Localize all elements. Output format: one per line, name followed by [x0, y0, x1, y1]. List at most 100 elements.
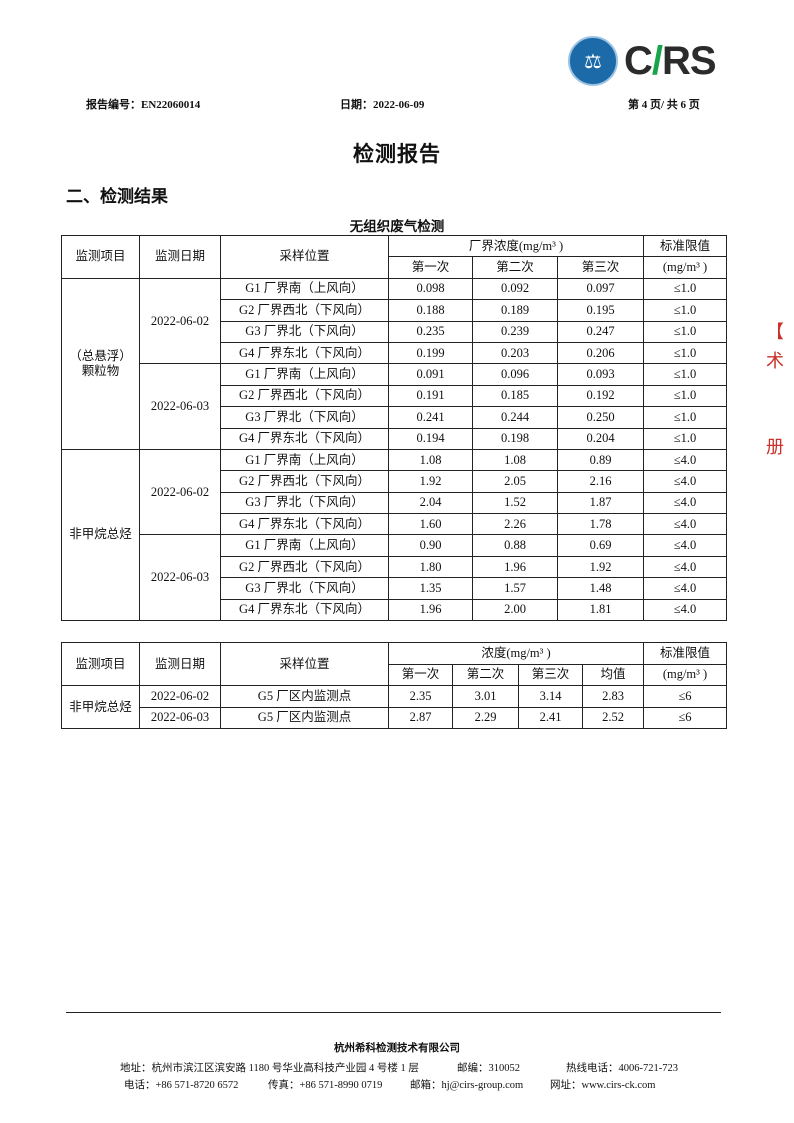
page-title: 检测报告	[353, 142, 441, 166]
value-cell: 1.80	[388, 555, 473, 579]
value-cell: 2.52	[582, 706, 644, 729]
value-cell: 0.093	[556, 363, 645, 386]
footer-phone: 电话：+86 571-8720 6572	[124, 1080, 239, 1091]
value-cell: 2.05	[472, 470, 558, 493]
value-cell: 0.88	[472, 534, 558, 557]
value-cell: 0.189	[472, 299, 558, 322]
value-cell: 0.195	[556, 299, 645, 322]
location-cell: G3 厂界北（下风向）	[220, 406, 389, 429]
header-run: 均值	[582, 663, 644, 686]
value-cell: 0.198	[472, 427, 558, 450]
item-cell: （总悬浮）颗粒物	[61, 277, 140, 450]
location-cell: G3 厂界北（下风向）	[220, 491, 389, 515]
report-number: 报告编号：EN22060014	[86, 99, 201, 111]
location-cell: G5 厂区内监测点	[220, 685, 389, 708]
table-row: 2022-06-03 G5 厂区内监测点 2.87 2.29 2.41 2.52 ≤6	[62, 706, 727, 729]
limit-cell: ≤4.0	[643, 448, 728, 472]
location-cell: G2 厂界西北（下风向）	[220, 470, 389, 493]
header-concentration: 厂界浓度(mg/m³ )	[387, 234, 645, 258]
header-date: 监测日期	[139, 642, 221, 686]
header-row: 监测项目 监测日期 采样位置 厂界浓度(mg/m³ ) 标准限值	[61, 234, 728, 279]
logo-wordmark: C/RS	[624, 38, 717, 83]
value-cell: 2.83	[582, 685, 644, 708]
location-cell: G1 厂界南（上风向）	[220, 277, 389, 301]
footer-email: 邮箱：hj@cirs-group.com	[410, 1080, 524, 1091]
limit-cell: ≤1.0	[643, 427, 728, 450]
limit-cell: ≤4.0	[643, 491, 728, 515]
header-limit: 标准限值	[643, 642, 727, 665]
date-cell: 2022-06-02	[139, 448, 221, 536]
limit-cell: ≤1.0	[643, 277, 728, 301]
footer-website: 网址：www.cirs-ck.com	[550, 1080, 656, 1091]
value-cell: 0.188	[388, 299, 473, 322]
table-row: 2022-06-03 G1 厂界南（上风向） 0.091 0.096 0.093 ≤1.0	[62, 363, 728, 450]
limit-cell: ≤6	[643, 685, 727, 708]
value-cell: 1.08	[472, 448, 558, 472]
limit-cell: ≤1.0	[643, 384, 728, 408]
value-cell: 1.96	[472, 555, 558, 579]
location-cell: G2 厂界西北（下风向）	[220, 299, 389, 322]
header-limit: 标准限值	[643, 234, 728, 258]
table-row: 非甲烷总烃 2022-06-02 G5 厂区内监测点 2.35 3.01 3.14 2.83…	[61, 685, 727, 729]
value-cell: 0.247	[556, 320, 645, 343]
section-heading: 二、检测结果	[66, 187, 168, 206]
table-row: （总悬浮）颗粒物 2022-06-02 G1 厂界南（上风向） 0.098 0.092 0…	[61, 277, 728, 450]
value-cell: 1.78	[556, 513, 645, 536]
location-cell: G4 厂界东北（下风向）	[220, 598, 389, 622]
limit-cell: ≤4.0	[643, 470, 728, 493]
value-cell: 0.69	[556, 534, 645, 557]
value-cell: 1.60	[388, 513, 473, 536]
limit-cell: ≤4.0	[643, 577, 728, 600]
item-cell: 非甲烷总烃	[61, 448, 140, 622]
table-row: G4 厂界东北（下风向） 0.199 0.203 0.206 ≤1.0	[62, 341, 728, 365]
limit-cell: ≤4.0	[643, 513, 728, 536]
header-run: 第一次	[388, 663, 453, 686]
value-cell: 2.16	[556, 470, 645, 493]
fugitive-gas-table: 监测项目 监测日期 采样位置 厂界浓度(mg/m³ ) 标准限值 第一次 第二次 第三次 (mg…	[61, 234, 728, 622]
value-cell: 0.203	[472, 341, 558, 365]
value-cell: 1.08	[388, 448, 473, 472]
table-caption: 无组织废气检测	[349, 219, 445, 234]
limit-cell: ≤1.0	[643, 406, 728, 429]
value-cell: 0.89	[556, 448, 645, 472]
header-run: 第二次	[452, 663, 519, 686]
report-date: 日期：2022-06-09	[340, 99, 425, 111]
value-cell: 0.206	[556, 341, 645, 365]
value-cell: 0.185	[472, 384, 558, 408]
value-cell: 0.235	[388, 320, 473, 343]
value-cell: 1.96	[388, 598, 473, 622]
value-cell: 1.87	[556, 491, 645, 515]
date-cell: 2022-06-03	[139, 706, 221, 729]
location-cell: G4 厂界东北（下风向）	[220, 513, 389, 536]
cirs-logo: ⚖ C/RS	[568, 36, 717, 86]
value-cell: 0.091	[388, 363, 473, 386]
footer-postcode: 邮编：310052	[457, 1063, 520, 1074]
header-run: 第二次	[472, 256, 558, 279]
limit-cell: ≤1.0	[643, 341, 728, 365]
location-cell: G3 厂界北（下风向）	[220, 577, 389, 600]
value-cell: 0.244	[472, 406, 558, 429]
value-cell: 0.250	[556, 406, 645, 429]
location-cell: G2 厂界西北（下风向）	[220, 555, 389, 579]
value-cell: 0.194	[388, 427, 473, 450]
header-run: 第三次	[518, 663, 583, 686]
red-stamp-fragment: 【术册	[766, 322, 784, 458]
limit-cell: ≤4.0	[643, 555, 728, 579]
value-cell: 2.26	[472, 513, 558, 536]
location-cell: G2 厂界西北（下风向）	[220, 384, 389, 408]
value-cell: 1.92	[556, 555, 645, 579]
value-cell: 2.04	[388, 491, 473, 515]
date-cell: 2022-06-03	[139, 363, 221, 450]
location-cell: G4 厂界东北（下风向）	[220, 341, 389, 365]
value-cell: 0.092	[472, 277, 558, 301]
date-cell: 2022-06-02	[139, 685, 221, 708]
limit-cell: ≤1.0	[643, 363, 728, 386]
value-cell: 1.92	[388, 470, 473, 493]
value-cell: 0.192	[556, 384, 645, 408]
value-cell: 0.096	[472, 363, 558, 386]
header-item: 监测项目	[61, 235, 140, 279]
value-cell: 1.81	[556, 598, 645, 622]
scales-seal-icon: ⚖	[568, 36, 618, 86]
footer-address: 地址：杭州市滨江区滨安路 1180 号华业高科技产业园 4 号楼 1 层	[120, 1063, 419, 1074]
value-cell: 2.29	[452, 706, 519, 729]
